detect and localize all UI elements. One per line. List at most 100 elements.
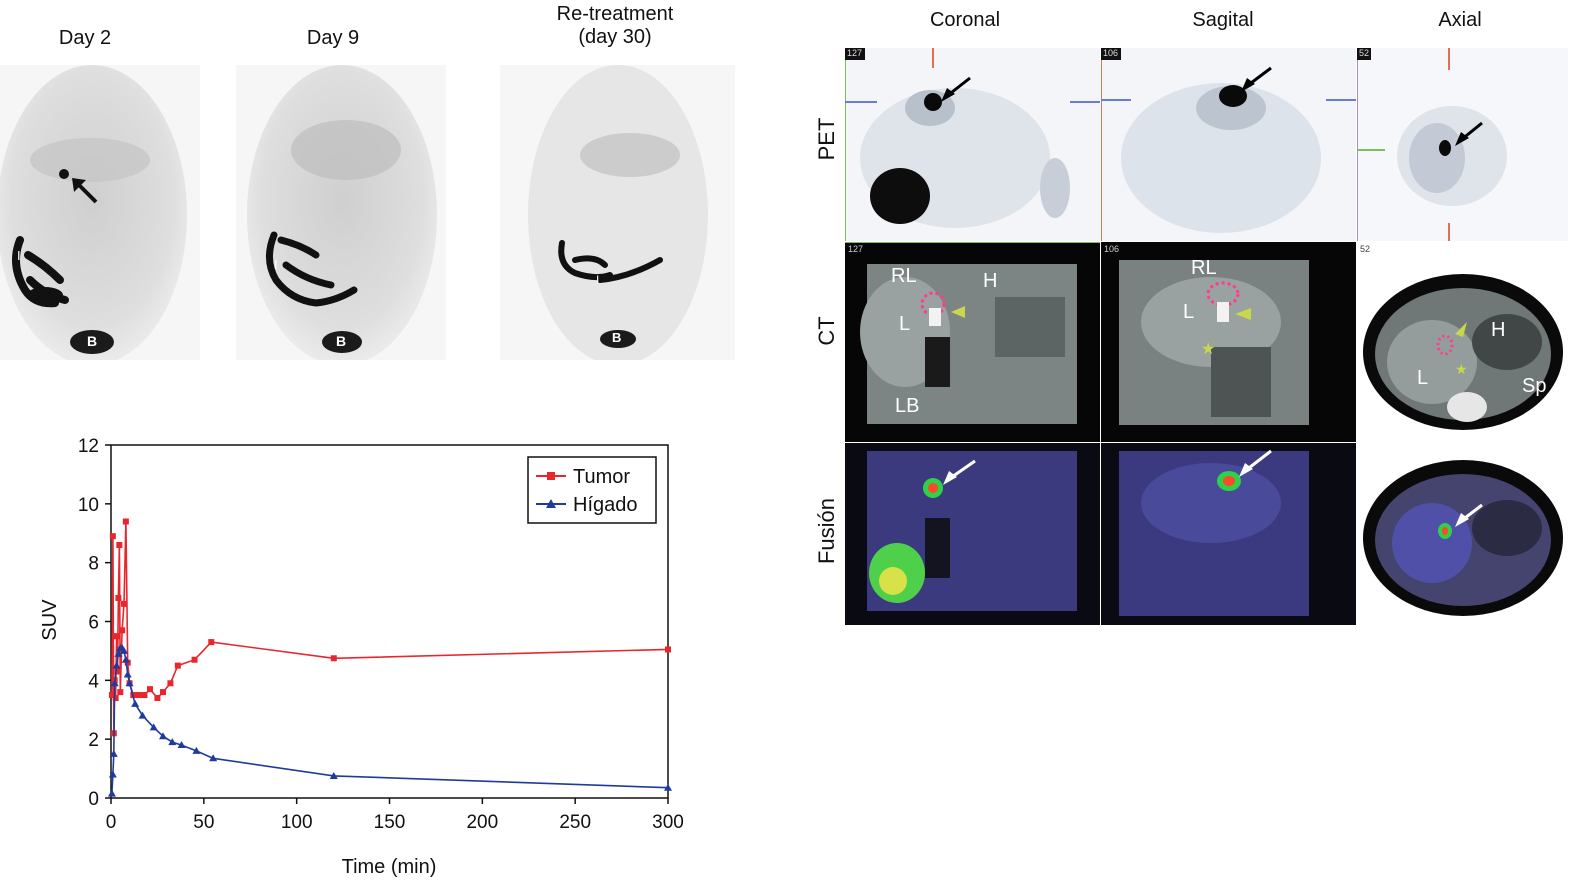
label-bladder: B xyxy=(336,333,347,349)
data-point-tumor xyxy=(665,646,671,653)
data-point-liver xyxy=(158,732,167,740)
legend-box xyxy=(527,456,657,524)
x-tick-label: 200 xyxy=(466,812,498,833)
label-bladder: B xyxy=(87,333,98,349)
label-intestine: I xyxy=(596,273,600,287)
data-point-tumor xyxy=(109,533,116,540)
y-axis-label: SUV xyxy=(39,599,61,641)
legend: Tumor Hígado xyxy=(527,456,657,524)
slice-number: 127 xyxy=(848,244,864,254)
x-axis-ticks: 0 50 100 150 200 250 300 xyxy=(106,798,684,833)
data-point-tumor xyxy=(113,633,120,640)
data-point-tumor xyxy=(208,639,215,646)
slice-number: 106 xyxy=(1104,244,1120,254)
data-point-liver xyxy=(109,749,118,757)
slice-number: 127 xyxy=(847,48,863,58)
series-layer xyxy=(107,518,672,797)
slice-number: 106 xyxy=(1103,48,1119,58)
arrow-icon xyxy=(72,178,98,204)
ct-label-rl: RL xyxy=(891,265,917,287)
pet-sagittal-panel: 106 xyxy=(1101,48,1356,241)
row-label-pet: PET xyxy=(814,117,839,161)
data-point-liver xyxy=(138,711,147,719)
label-intestine: I xyxy=(274,257,278,272)
series-line-hígado xyxy=(111,647,669,794)
data-point-liver xyxy=(114,649,123,657)
title-day2: Day 2 xyxy=(58,27,112,49)
planar-scan-retreatment: I B xyxy=(500,65,735,360)
title-day9: Day 9 xyxy=(306,27,360,49)
y-tick-label: 12 xyxy=(78,436,99,457)
pet-coronal-panel: 127 xyxy=(845,48,1100,241)
x-tick-label: 150 xyxy=(374,812,406,833)
data-point-tumor xyxy=(114,668,121,675)
svg-text:★: ★ xyxy=(1455,362,1468,378)
x-tick-label: 250 xyxy=(559,812,591,833)
data-point-tumor xyxy=(146,686,153,693)
data-point-liver xyxy=(123,670,132,678)
fusion-sagittal-panel xyxy=(1101,443,1356,625)
ct-label-rl: RL xyxy=(1191,257,1217,279)
ct-coronal-panel: RL H L LB 127 xyxy=(845,242,1100,442)
data-point-liver xyxy=(329,771,338,779)
data-point-tumor xyxy=(167,680,174,687)
row-label-ct: CT xyxy=(814,316,839,346)
column-title-coronal: Coronal xyxy=(929,9,1001,31)
legend-marker-triangle xyxy=(546,499,556,508)
y-tick-label: 8 xyxy=(88,554,99,575)
data-point-tumor xyxy=(159,689,166,696)
slice-number: 52 xyxy=(1360,244,1371,254)
ct-label-h: H xyxy=(983,270,997,292)
y-tick-label: 0 xyxy=(88,789,99,810)
slice-number: 52 xyxy=(1359,48,1370,58)
ct-axial-panel: ★ H L Sp 52 xyxy=(1357,242,1568,442)
data-point-tumor xyxy=(108,692,115,699)
pet-axial-panel: 52 xyxy=(1357,48,1568,241)
ct-sagittal-panel: ★ RL L 106 xyxy=(1101,242,1356,442)
data-point-tumor xyxy=(112,694,119,701)
data-point-tumor xyxy=(135,692,142,699)
data-point-liver xyxy=(121,655,130,663)
data-point-tumor xyxy=(141,692,148,699)
y-tick-label: 4 xyxy=(88,671,99,692)
column-title-sagittal: Sagital xyxy=(1192,9,1254,31)
data-point-tumor xyxy=(117,689,124,696)
x-tick-label: 300 xyxy=(652,812,684,833)
ct-label-l: L xyxy=(1417,367,1428,389)
suv-time-chart: 0 2 4 6 8 10 12 0 50 100 150 200 250 300 SUV Time (m… xyxy=(39,436,684,878)
fusion-axial-panel xyxy=(1357,443,1568,625)
title-retreatment: Re-treatment (day 30) xyxy=(556,3,674,48)
data-point-tumor xyxy=(122,518,129,525)
data-point-tumor xyxy=(174,662,181,669)
row-label-fusion: Fusión xyxy=(814,497,839,565)
planar-scan-day9: I B xyxy=(236,65,446,360)
ct-label-l: L xyxy=(899,313,910,335)
y-tick-label: 6 xyxy=(88,613,99,634)
x-axis-label: Time (min) xyxy=(342,856,437,878)
y-tick-label: 10 xyxy=(78,495,99,516)
fusion-coronal-panel xyxy=(845,443,1100,625)
ct-label-h: H xyxy=(1491,319,1505,341)
data-point-liver xyxy=(125,679,134,687)
data-point-liver xyxy=(112,661,121,669)
y-tick-label: 2 xyxy=(88,730,99,751)
ct-label-sp: Sp xyxy=(1522,375,1546,397)
column-title-axial: Axial xyxy=(1438,9,1482,31)
ct-label-lb: LB xyxy=(895,395,919,417)
legend-label: Hígado xyxy=(573,494,638,516)
data-point-tumor xyxy=(116,542,123,549)
data-point-tumor xyxy=(330,655,337,662)
data-point-liver xyxy=(168,738,177,746)
data-point-liver xyxy=(107,789,116,797)
data-point-tumor xyxy=(154,694,161,701)
label-bladder: B xyxy=(612,330,622,345)
data-point-tumor xyxy=(191,656,198,663)
data-point-liver xyxy=(664,783,672,791)
data-point-tumor xyxy=(115,594,122,601)
label-intestine: I xyxy=(17,248,21,263)
x-tick-label: 50 xyxy=(193,812,214,833)
data-point-liver xyxy=(192,746,201,754)
ct-label-l: L xyxy=(1183,301,1194,323)
data-point-liver xyxy=(110,679,119,687)
planar-scan-day2: I B xyxy=(0,65,200,360)
